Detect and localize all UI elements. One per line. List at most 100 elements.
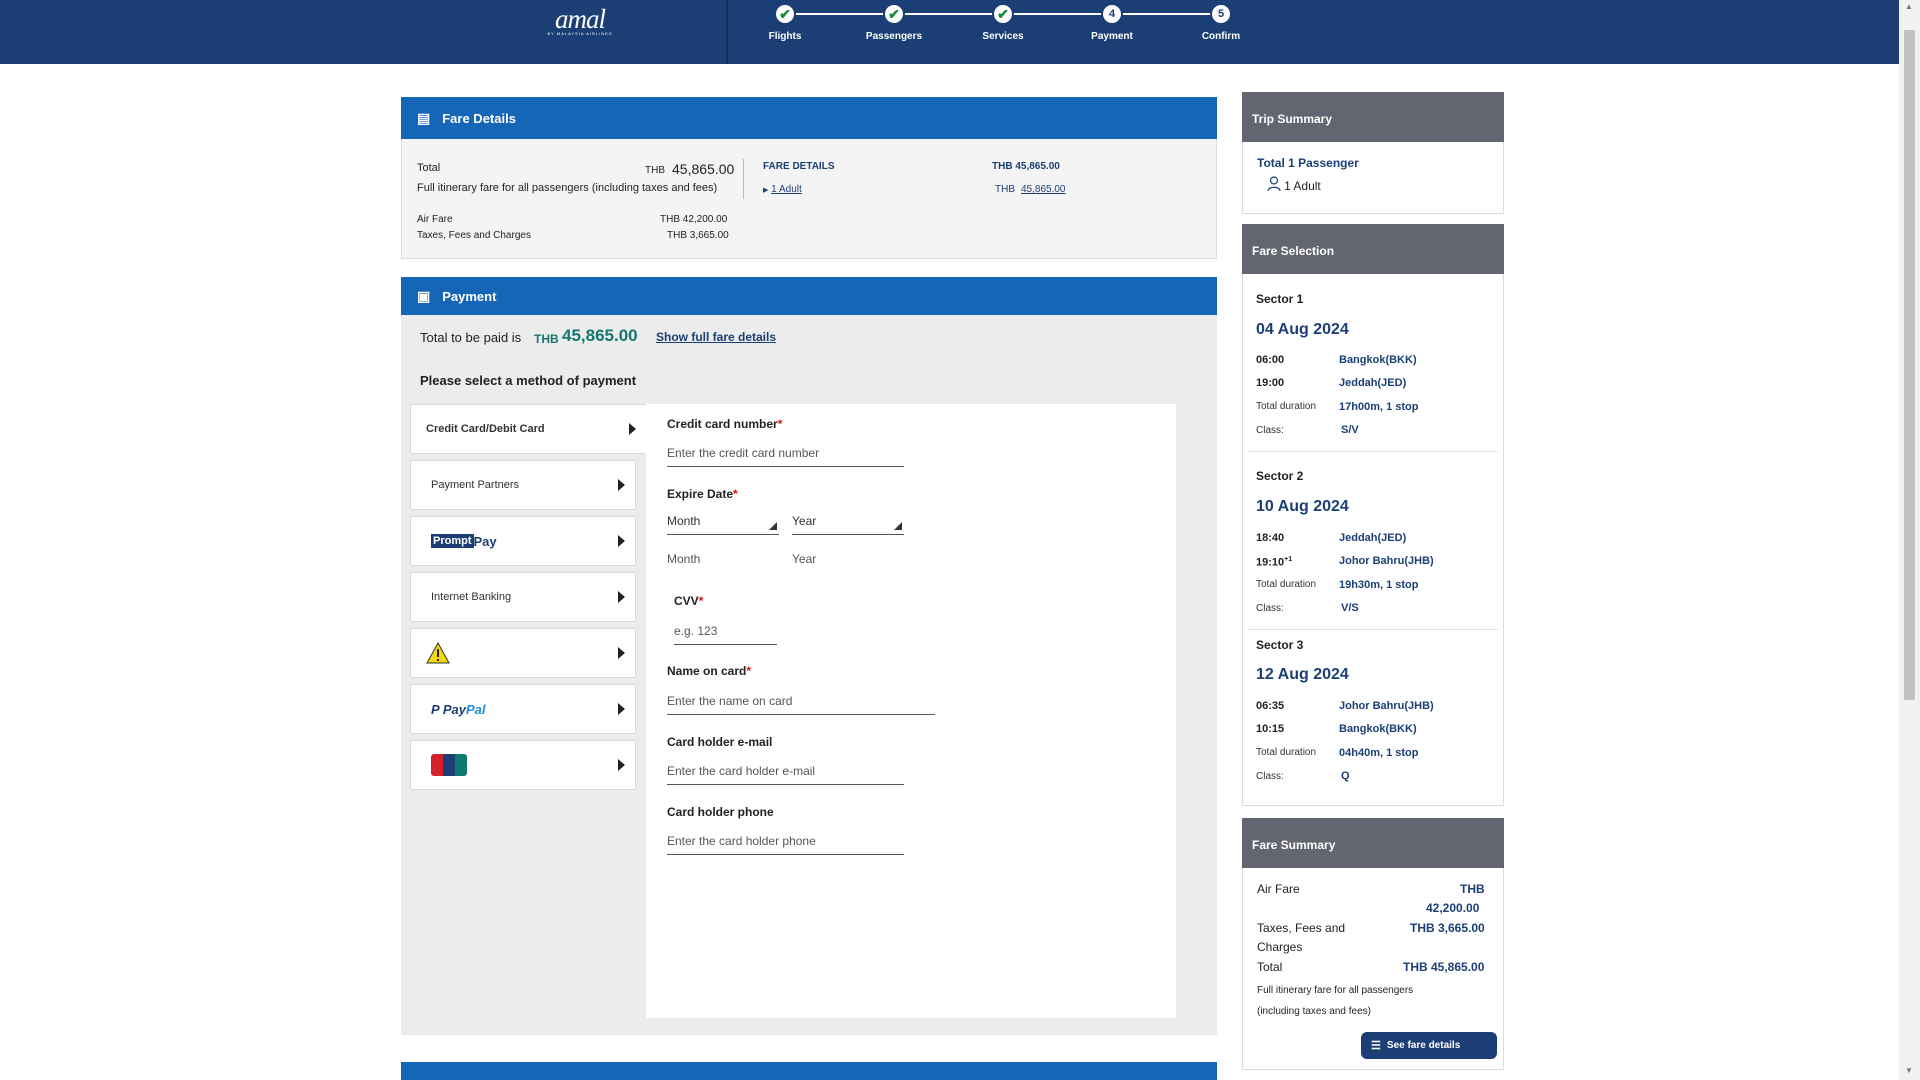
- step-payment: 4 Payment: [1067, 3, 1157, 42]
- select-method-label: Please select a method of payment: [420, 373, 637, 388]
- sector-3-duration: 04h40m, 1 stop: [1339, 747, 1419, 759]
- fare-selection-header: Fare Selection: [1242, 224, 1504, 274]
- sector-3-arr-time: 10:15: [1256, 723, 1285, 735]
- card-number-label: Credit card number*: [667, 417, 783, 431]
- person-icon: [1267, 176, 1281, 192]
- scroll-down-icon[interactable]: ▼: [1905, 1066, 1913, 1075]
- method-internet-banking[interactable]: Internet Banking: [410, 572, 636, 622]
- show-full-fare-link[interactable]: Show full fare details: [656, 330, 777, 344]
- caret-right-icon: [629, 423, 636, 435]
- sector-1-dep-place: Bangkok(BKK): [1339, 354, 1417, 366]
- step-label: Flights: [768, 31, 802, 42]
- method-paypal[interactable]: P PayPal: [410, 684, 636, 734]
- sector-2-duration-label: Total duration: [1256, 579, 1317, 590]
- year-select-value: Year: [792, 514, 817, 528]
- page-scrollbar[interactable]: ▲ ▼: [1899, 0, 1920, 1080]
- step-number: 5: [1210, 3, 1232, 25]
- method-promptpay[interactable]: Prompt Pay: [410, 516, 636, 566]
- top-header: amal BY MALAYSIA AIRLINES ✔ Flights ✔ Pa…: [0, 0, 1899, 64]
- step-services[interactable]: ✔ Services: [958, 3, 1048, 42]
- amal-logo[interactable]: amal BY MALAYSIA AIRLINES: [540, 4, 620, 36]
- step-flights[interactable]: ✔ Flights: [740, 3, 830, 42]
- fare-details-col-value: THB 45,865.00: [992, 161, 1060, 172]
- fs-taxes-label-1: Taxes, Fees and: [1257, 921, 1346, 935]
- unionpay-logo-red: [431, 754, 443, 776]
- sector-1-dep-time: 06:00: [1256, 354, 1285, 366]
- scrollbar-thumb[interactable]: [1904, 30, 1915, 700]
- payment-header: ▣ Payment: [401, 277, 1217, 315]
- fare-details-header: ▤ Fare Details: [401, 97, 1217, 139]
- unionpay-logo: [431, 754, 467, 776]
- see-fare-details-button[interactable]: ☰ See fare details: [1361, 1032, 1497, 1059]
- scroll-up-icon[interactable]: ▲: [1905, 2, 1913, 11]
- step-label: Payment: [1091, 31, 1133, 42]
- fare-divider: [743, 159, 744, 199]
- fare-details-box: Total THB 45,865.00 Full itinerary fare …: [401, 139, 1217, 259]
- fare-summary-header: Fare Summary: [1242, 818, 1504, 868]
- sector-3-arr-place: Bangkok(BKK): [1339, 723, 1417, 735]
- fs-total-value: THB 45,865.00: [1403, 960, 1485, 974]
- adult-row: 1 Adult: [1267, 176, 1321, 193]
- step-label: Confirm: [1201, 31, 1241, 42]
- taxes-value: THB 3,665.00: [667, 230, 729, 241]
- total-passengers-label: Total 1 Passenger: [1257, 156, 1359, 170]
- total-currency: THB: [645, 165, 665, 176]
- sector-divider: [1248, 629, 1498, 630]
- method-label: Credit Card/Debit Card: [426, 423, 545, 435]
- promptpay-logo: Prompt Pay: [431, 534, 497, 549]
- fare-selection-box: [1242, 274, 1504, 806]
- expire-month-select[interactable]: Month: [667, 514, 779, 535]
- paypal-word-pay: Pay: [442, 701, 466, 717]
- method-label: Payment Partners: [431, 479, 520, 491]
- fs-airfare-currency: THB: [1460, 882, 1485, 896]
- method-unknown[interactable]: [410, 628, 636, 678]
- card-form: Credit card number* Expire Date* Month Y…: [646, 404, 1176, 1018]
- total-note: Full itinerary fare for all passengers (…: [417, 182, 718, 194]
- card-holder-phone-input[interactable]: [667, 832, 904, 855]
- sector-2-date: 10 Aug 2024: [1256, 498, 1349, 515]
- expire-year-select[interactable]: Year: [792, 514, 904, 535]
- caret-right-icon: [618, 759, 625, 771]
- sector-1-title: Sector 1: [1256, 292, 1304, 306]
- paypal-logo: P PayPal: [431, 702, 485, 717]
- name-on-card-input[interactable]: [667, 692, 935, 715]
- next-panel-header: [401, 1062, 1217, 1080]
- step-number: 4: [1101, 3, 1123, 25]
- sector-2-arr-place: Johor Bahru(JHB): [1339, 555, 1434, 567]
- adult-value-link[interactable]: 45,865.00: [1021, 184, 1066, 195]
- cvv-input[interactable]: [674, 622, 777, 645]
- card-holder-email-input[interactable]: [667, 762, 904, 785]
- method-payment-partners[interactable]: Payment Partners: [410, 460, 636, 510]
- card-number-input[interactable]: [667, 444, 904, 467]
- list-icon: ☰: [1371, 1040, 1381, 1052]
- adult-currency: THB: [995, 184, 1015, 195]
- sector-2-title: Sector 2: [1256, 469, 1304, 483]
- sector-3-duration-label: Total duration: [1256, 747, 1317, 758]
- step-passengers[interactable]: ✔ Passengers: [849, 3, 939, 42]
- pay-amount: 45,865.00: [562, 326, 638, 345]
- sector-2-dep-time: 18:40: [1256, 532, 1285, 544]
- promptpay-logo-tail: Pay: [473, 533, 497, 549]
- sector-3-class-label: Class:: [1256, 771, 1284, 782]
- check-icon: ✔: [883, 3, 905, 25]
- sector-3-date: 12 Aug 2024: [1256, 666, 1349, 683]
- dropdown-corner-icon: [894, 522, 902, 530]
- step-confirm: 5 Confirm: [1176, 3, 1266, 42]
- dropdown-corner-icon: [769, 522, 777, 530]
- method-unionpay[interactable]: [410, 740, 636, 790]
- adult-link[interactable]: 1 Adult: [771, 184, 802, 195]
- paypal-word-pal: Pal: [465, 701, 486, 717]
- adult-fare-toggle[interactable]: ▶ 1 Adult: [763, 184, 802, 195]
- caret-right-icon: [618, 591, 625, 603]
- check-icon: ✔: [992, 3, 1014, 25]
- total-to-pay-label: Total to be paid is: [420, 330, 522, 345]
- credit-card-icon: ▣: [417, 287, 431, 304]
- logo-text: amal: [555, 4, 606, 34]
- method-credit-card[interactable]: Credit Card/Debit Card: [410, 404, 646, 454]
- caret-right-icon: [618, 479, 625, 491]
- fs-note-1: Full itinerary fare for all passengers: [1257, 985, 1414, 996]
- sector-2-dep-place: Jeddah(JED): [1339, 532, 1407, 544]
- fare-details-col-header: FARE DETAILS: [763, 161, 835, 172]
- sector-3-dep-time: 06:35: [1256, 700, 1285, 712]
- unionpay-logo-green: [455, 754, 467, 776]
